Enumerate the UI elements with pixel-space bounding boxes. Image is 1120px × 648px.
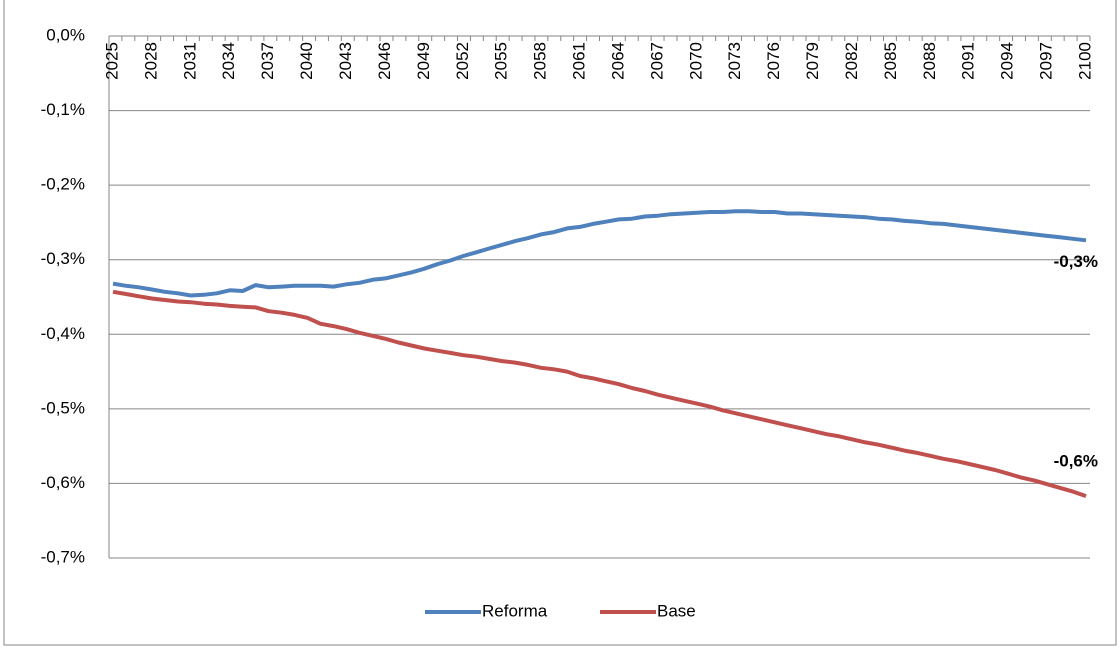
x-tick-label: 2097 [1037,42,1056,80]
x-tick-label: 2025 [102,42,121,80]
y-tick-label: -0,4% [41,324,85,343]
x-tick-label: 2094 [998,42,1017,80]
x-tick-label: 2055 [492,42,511,80]
x-tick-label: 2028 [141,42,160,80]
x-tick-label: 2037 [258,42,277,80]
x-tick-label: 2079 [803,42,822,80]
x-tick-label: 2088 [920,42,939,80]
x-tick-label: 2040 [297,42,316,80]
x-tick-label: 2046 [375,42,394,80]
x-tick-label: 2034 [219,42,238,80]
y-tick-label: -0,7% [41,547,85,566]
x-tick-label: 2058 [531,42,550,80]
x-tick-label: 2085 [881,42,900,80]
y-tick-label: -0,3% [41,249,85,268]
x-tick-label: 2067 [647,42,666,80]
series-line [112,209,1087,298]
x-tick-label: 2043 [336,42,355,80]
x-tick-label: 2049 [414,42,433,80]
x-tick-label: 2082 [842,42,861,80]
y-tick-label: 0,0% [46,25,85,44]
x-tick-label: 2064 [608,42,627,80]
series-line [112,289,1087,498]
y-tick-label: -0,5% [41,398,85,417]
chart-border [3,0,1117,646]
x-tick-label: 2076 [764,42,783,80]
y-tick-label: -0,1% [41,100,85,119]
data-label: -0,6% [1054,452,1098,471]
x-tick-label: 2052 [453,42,472,80]
x-tick-label: 2073 [725,42,744,80]
x-tick-label: 2070 [686,42,705,80]
x-tick-label: 2031 [180,42,199,80]
y-tick-label: -0,2% [41,175,85,194]
data-label: -0,3% [1054,252,1098,271]
legend-label: Base [657,601,696,620]
y-tick-label: -0,6% [41,473,85,492]
legend-label: Reforma [482,601,548,620]
x-tick-label: 2091 [959,42,978,80]
x-tick-label: 2100 [1075,42,1094,80]
x-tick-label: 2061 [570,42,589,80]
